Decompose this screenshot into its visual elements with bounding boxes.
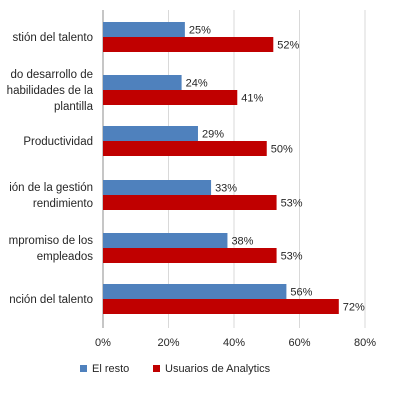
category-label: ión de la gestión <box>9 182 93 194</box>
value-label: 33% <box>215 183 237 195</box>
bar-el-resto <box>103 22 185 37</box>
value-label: 50% <box>271 144 293 156</box>
value-label: 53% <box>281 251 303 263</box>
value-label: 24% <box>186 78 208 90</box>
x-axis-tick-labels: 0% 20% 40% 60% 80% <box>95 337 376 349</box>
value-label: 41% <box>241 93 263 105</box>
value-label: 29% <box>202 129 224 141</box>
bar-el-resto <box>103 180 212 195</box>
bar-el-resto <box>103 233 228 248</box>
category-label: rendimiento <box>33 198 93 210</box>
x-tick-label: 80% <box>354 337 376 349</box>
value-labels: 25% 52% 24% 41% 29% 50% 33% 53% 38% 53% 56% 72% <box>186 25 365 314</box>
gridlines <box>102 10 366 328</box>
legend-swatch-usuarios-analytics <box>153 365 160 372</box>
value-label: 72% <box>343 302 365 314</box>
value-label: 25% <box>189 25 211 37</box>
x-tick-label: 40% <box>223 337 245 349</box>
legend-label: Usuarios de Analytics <box>165 363 271 375</box>
category-label: empleados <box>37 251 94 263</box>
bar-el-resto <box>103 126 198 141</box>
bar-usuarios-analytics <box>103 141 267 156</box>
category-label: stión del talento <box>12 32 93 44</box>
legend-swatch-el-resto <box>80 365 87 372</box>
category-label: Productividad <box>23 136 93 148</box>
value-label: 38% <box>231 236 253 248</box>
bars <box>103 22 339 314</box>
bar-el-resto <box>103 75 182 90</box>
category-label: plantilla <box>54 101 94 113</box>
category-label: habilidades de la <box>7 85 94 97</box>
bar-usuarios-analytics <box>103 248 277 263</box>
bar-usuarios-analytics <box>103 195 277 210</box>
value-label: 53% <box>281 198 303 210</box>
legend: El resto Usuarios de Analytics <box>80 363 271 375</box>
x-tick-label: 60% <box>288 337 310 349</box>
category-label: mpromiso de los <box>9 235 94 247</box>
value-label: 56% <box>290 287 312 299</box>
category-labels: stión del talento do desarrollo de habilid… <box>7 32 94 306</box>
bar-usuarios-analytics <box>103 299 339 314</box>
bar-usuarios-analytics <box>103 37 274 52</box>
bar-usuarios-analytics <box>103 90 238 105</box>
x-tick-label: 0% <box>95 337 111 349</box>
category-label: nción del talento <box>9 294 93 306</box>
bar-el-resto <box>103 284 287 299</box>
legend-label: El resto <box>92 363 129 375</box>
x-tick-label: 20% <box>157 337 179 349</box>
category-label: do desarrollo de <box>11 69 93 81</box>
value-label: 52% <box>277 40 299 52</box>
